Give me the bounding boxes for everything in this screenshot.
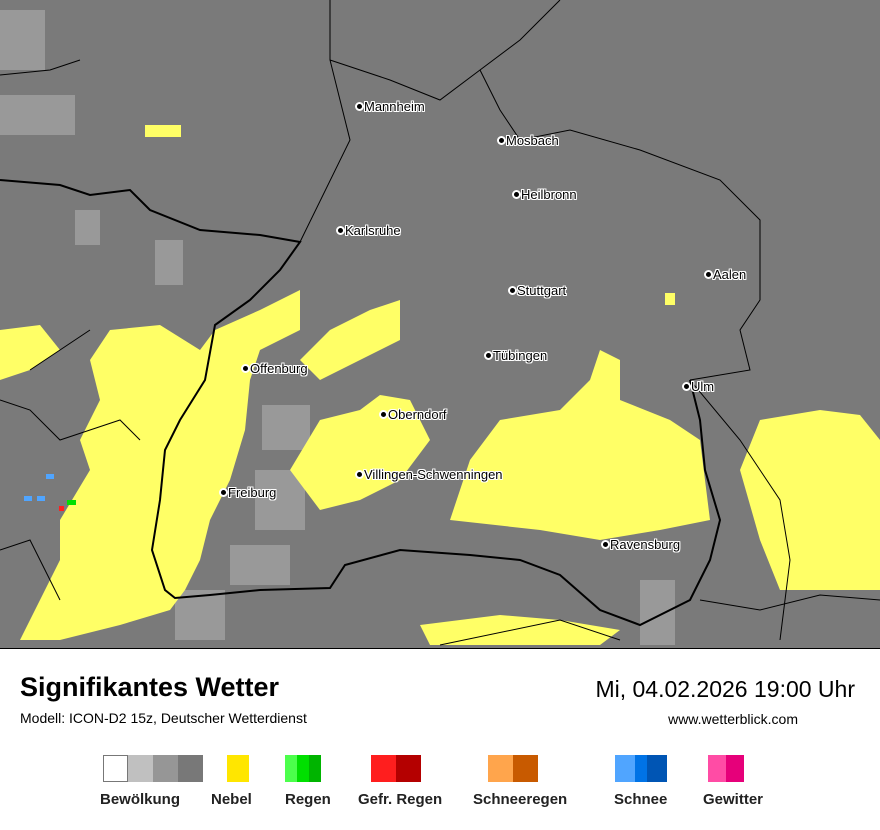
legend-swatch-nebel: [227, 755, 249, 782]
city-dot-icon: [355, 470, 364, 479]
city-dot-icon: [682, 382, 691, 391]
city-oberndorf: Oberndorf: [379, 407, 447, 422]
city-dot-icon: [601, 540, 610, 549]
city-offenburg: Offenburg: [241, 361, 308, 376]
city-ulm: Ulm: [682, 379, 714, 394]
legend-swatch-bewoelkung: [103, 755, 203, 782]
legend-label-schneeregen: Schneeregen: [473, 791, 568, 808]
city-dot-icon: [355, 102, 364, 111]
cloud-areas: [0, 10, 675, 645]
legend-label-bewoelkung: Bewölkung: [100, 791, 181, 808]
legend-swatch-regen: [285, 755, 321, 782]
legend-label-nebel: Nebel: [211, 791, 252, 808]
city-dot-icon: [512, 190, 521, 199]
city-karlsruhe: Karlsruhe: [336, 223, 401, 238]
city-dot-icon: [379, 410, 388, 419]
city-dot-icon: [219, 488, 228, 497]
city-dot-icon: [484, 351, 493, 360]
legend-label-regen: Regen: [285, 791, 331, 808]
city-dot-icon: [508, 286, 517, 295]
city-heilbronn: Heilbronn: [512, 187, 577, 202]
city-dot-icon: [497, 136, 506, 145]
city-freiburg: Freiburg: [219, 485, 276, 500]
city-villingen-schwenningen: Villingen-Schwenningen: [355, 467, 503, 482]
city-mannheim: Mannheim: [355, 99, 425, 114]
chart-title: Signifikantes Wetter: [20, 672, 280, 702]
website-link[interactable]: www.wetterblick.com: [668, 711, 798, 727]
legend-label-schnee: Schnee: [614, 791, 668, 808]
legend-swatch-schneeregen: [488, 755, 538, 782]
precip-cells: [24, 474, 76, 511]
forecast-datetime: Mi, 04.02.2026 19:00 Uhr: [595, 676, 855, 702]
legend-label-gewitter: Gewitter: [703, 791, 764, 808]
legend-swatch-gewitter: [708, 755, 744, 782]
city-tuebingen: Tübingen: [484, 348, 547, 363]
city-ravensburg: Ravensburg: [601, 537, 680, 552]
city-dot-icon: [336, 226, 345, 235]
legend-swatch-schnee: [615, 755, 667, 782]
legend-label-gefr-regen: Gefr. Regen: [358, 791, 443, 808]
city-aalen: Aalen: [704, 267, 746, 282]
fog-areas: [0, 125, 880, 645]
legend-swatch-gefr-regen: [371, 755, 421, 782]
model-info: Modell: ICON-D2 15z, Deutscher Wetterdie…: [20, 710, 307, 726]
city-dot-icon: [704, 270, 713, 279]
weather-map: Mannheim Mosbach Heilbronn Karlsruhe Aal…: [0, 0, 880, 649]
city-mosbach: Mosbach: [497, 133, 559, 148]
borders: [0, 0, 880, 646]
city-stuttgart: Stuttgart: [508, 283, 566, 298]
city-dot-icon: [241, 364, 250, 373]
map-layer: [0, 0, 880, 646]
